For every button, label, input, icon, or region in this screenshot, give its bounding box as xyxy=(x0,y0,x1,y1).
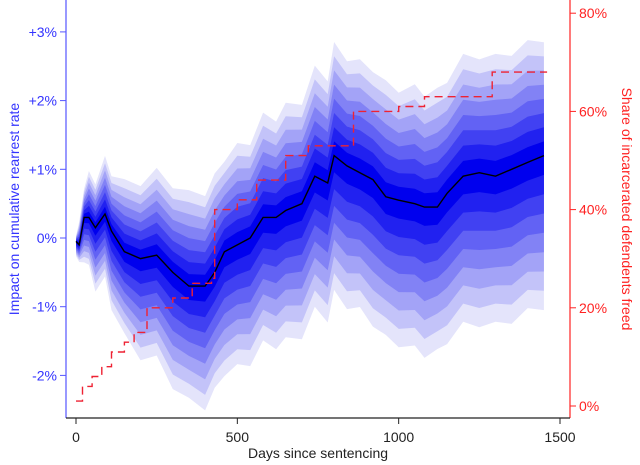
left-tick-label: +3% xyxy=(29,24,57,40)
left-tick-label: -2% xyxy=(32,367,57,383)
x-tick-label: 1500 xyxy=(544,429,575,445)
right-tick-label: 40% xyxy=(579,202,607,218)
left-tick-label: -1% xyxy=(32,299,57,315)
uncertainty-band xyxy=(76,141,544,302)
right-axis-ticks: 0% 20% 40% 60% 80% xyxy=(570,5,607,414)
left-tick-label: +2% xyxy=(29,93,57,109)
left-axis-title: Impact on cumulative rearrest rate xyxy=(6,103,22,316)
x-axis-title: Days since sentencing xyxy=(248,445,388,461)
right-tick-label: 60% xyxy=(579,103,607,119)
share-freed-step-line xyxy=(76,71,548,402)
x-axis-ticks: 0 500 1000 1500 xyxy=(72,418,576,445)
right-tick-label: 80% xyxy=(579,5,607,21)
uncertainty-bands xyxy=(76,40,544,411)
right-tick-label: 20% xyxy=(579,300,607,316)
left-tick-label: +1% xyxy=(29,161,57,177)
x-tick-label: 500 xyxy=(226,429,250,445)
right-axis-title: Share of incarcerated defendents freed xyxy=(619,88,635,331)
uncertainty-band xyxy=(76,127,544,318)
left-axis-ticks: -2% -1% 0% +1% +2% +3% xyxy=(29,24,66,383)
median-impact-line xyxy=(75,154,545,287)
right-tick-label: 0% xyxy=(579,398,599,414)
x-tick-label: 1000 xyxy=(383,429,414,445)
x-tick-label: 0 xyxy=(72,429,80,445)
left-tick-label: 0% xyxy=(37,230,57,246)
